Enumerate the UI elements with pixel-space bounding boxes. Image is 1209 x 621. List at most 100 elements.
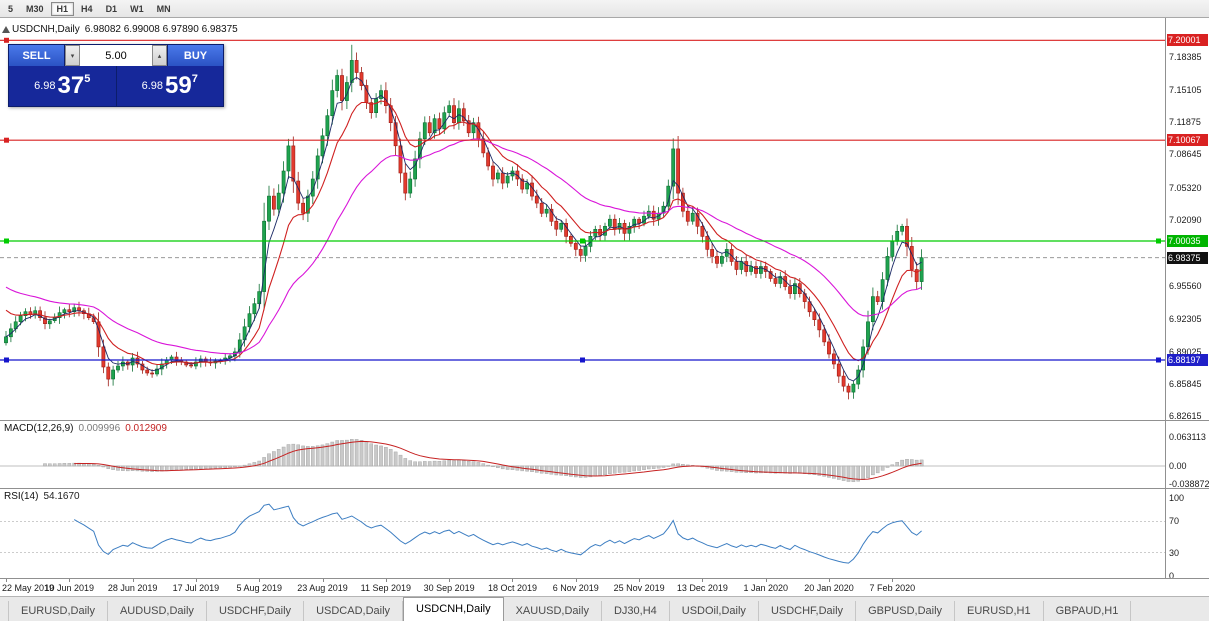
date-label: 22 May 2019 <box>2 583 55 593</box>
price-tick-label: 7.11875 <box>1169 116 1201 127</box>
buy-button[interactable]: BUY <box>167 45 223 66</box>
candle-body <box>276 192 281 210</box>
price-tick-label: 7.05320 <box>1169 182 1202 193</box>
candle-body <box>398 145 403 174</box>
chart-title: USDCNH,Daily 6.98082 6.99008 6.97890 6.98… <box>12 24 238 35</box>
price-plot[interactable] <box>0 17 1165 420</box>
candle-body <box>9 328 13 338</box>
line-handle[interactable] <box>1156 238 1161 244</box>
sell-price-point: 5 <box>84 73 91 85</box>
buy-price-point: 7 <box>191 73 198 85</box>
candle-body <box>408 178 413 194</box>
candle-body <box>632 218 637 227</box>
candle-body <box>417 138 422 160</box>
ma-quick-line <box>5 76 922 382</box>
candle-body <box>452 105 456 123</box>
tab-usdchf-daily[interactable]: USDCHF,Daily <box>759 601 857 621</box>
tab-eurusd-daily[interactable]: EURUSD,Daily <box>8 601 108 621</box>
line-handle[interactable] <box>4 37 9 43</box>
rsi-value: 54.1670 <box>43 491 80 502</box>
candle-body <box>315 155 320 180</box>
candle-body <box>491 165 495 180</box>
line-handle[interactable] <box>4 137 9 143</box>
candle-body <box>393 122 398 147</box>
price-badge: 6.88197 <box>1167 353 1208 366</box>
date-tick <box>6 579 7 582</box>
macd-signal-line <box>74 440 922 480</box>
tab-xauusd-daily[interactable]: XAUUSD,Daily <box>504 601 602 621</box>
candle-body <box>870 296 875 323</box>
date-label: 25 Nov 2019 <box>613 583 665 593</box>
timeframe-button-d1[interactable]: D1 <box>100 2 124 16</box>
price-tick-label: 7.18385 <box>1169 51 1202 62</box>
chart-marker-icon <box>2 26 10 33</box>
sell-price-display[interactable]: 6.98 37 5 <box>9 66 117 106</box>
macd-plot[interactable] <box>0 421 1165 489</box>
rsi-plot[interactable] <box>0 489 1165 579</box>
candle-body <box>43 317 47 325</box>
candle-body <box>783 276 788 287</box>
candlesticks <box>4 44 924 400</box>
macd-signal-value: 0.012909 <box>125 423 167 434</box>
volume-decrease-button[interactable]: ▾ <box>65 45 80 66</box>
tab-usdcnh-daily[interactable]: USDCNH,Daily <box>403 597 504 621</box>
timeframe-button-h1[interactable]: H1 <box>50 1 75 16</box>
candle-body <box>461 108 466 122</box>
timeframe-button-m30[interactable]: M30 <box>20 2 50 16</box>
candle-body <box>568 236 573 244</box>
candle-body <box>281 170 286 194</box>
tab-gbpaud-h1[interactable]: GBPAUD,H1 <box>1044 601 1132 621</box>
candle-body <box>812 311 817 321</box>
timeframe-button-5[interactable]: 5 <box>2 2 19 16</box>
candle-body <box>754 266 758 274</box>
candle-body <box>286 145 291 172</box>
candle-body <box>330 90 335 116</box>
price-axis[interactable]: 7.18385 7.15105 7.11875 7.08645 7.05320 7.020… <box>1165 17 1209 421</box>
tab-usdchf-daily[interactable]: USDCHF,Daily <box>207 601 305 621</box>
tab-eurusd-h1[interactable]: EURUSD,H1 <box>955 601 1044 621</box>
line-handle[interactable] <box>4 357 9 363</box>
candle-body <box>646 210 651 217</box>
sell-button[interactable]: SELL <box>9 45 65 66</box>
buy-price-display[interactable]: 6.98 59 7 <box>117 66 224 106</box>
line-handle[interactable] <box>1156 357 1161 363</box>
line-handle[interactable] <box>4 238 9 244</box>
macd-panel: MACD(12,26,9) 0.009996 0.012909 0.063113 0.… <box>0 420 1209 489</box>
macd-tick-label: -0.038872 <box>1169 478 1209 489</box>
rsi-line <box>73 503 922 564</box>
timeframe-button-mn[interactable]: MN <box>151 2 177 16</box>
tab-usdoil-daily[interactable]: USDOil,Daily <box>670 601 759 621</box>
date-label: 13 Dec 2019 <box>676 583 728 593</box>
candle-body <box>505 175 510 184</box>
candle-body <box>525 182 530 190</box>
line-handle[interactable] <box>580 238 585 244</box>
buy-price-pips: 59 <box>165 72 192 99</box>
date-label: 20 Jan 2020 <box>804 583 854 593</box>
candle-body <box>836 363 841 377</box>
date-axis[interactable]: 22 May 2019 10 Jun 2019 28 Jun 2019 17 Jul … <box>0 578 1209 597</box>
macd-name: MACD(12,26,9) <box>4 423 74 434</box>
volume-input[interactable] <box>80 45 152 66</box>
candle-body <box>851 383 856 393</box>
candle-body <box>262 220 267 292</box>
candle-body <box>369 102 374 113</box>
candle-body <box>247 313 252 328</box>
macd-axis: 0.063113 0.00 -0.038872 <box>1165 421 1209 489</box>
volume-increase-button[interactable]: ▴ <box>152 45 167 66</box>
tab-audusd-daily[interactable]: AUDUSD,Daily <box>108 601 207 621</box>
candle-body <box>700 226 705 237</box>
candle-body <box>349 60 354 83</box>
timeframe-button-h4[interactable]: H4 <box>75 2 99 16</box>
candle-body <box>379 90 383 99</box>
candle-body <box>310 178 315 197</box>
tab-gbpusd-daily[interactable]: GBPUSD,Daily <box>856 601 956 621</box>
candle-body <box>155 368 159 375</box>
candle-body <box>271 195 276 210</box>
candle-body <box>773 278 778 284</box>
timeframe-button-w1[interactable]: W1 <box>124 2 150 16</box>
line-handle[interactable] <box>580 357 585 363</box>
macd-label: MACD(12,26,9) 0.009996 0.012909 <box>4 423 167 434</box>
tab-dj30-h4[interactable]: DJ30,H4 <box>602 601 670 621</box>
candle-body <box>325 115 330 137</box>
tab-usdcad-daily[interactable]: USDCAD,Daily <box>304 601 404 621</box>
